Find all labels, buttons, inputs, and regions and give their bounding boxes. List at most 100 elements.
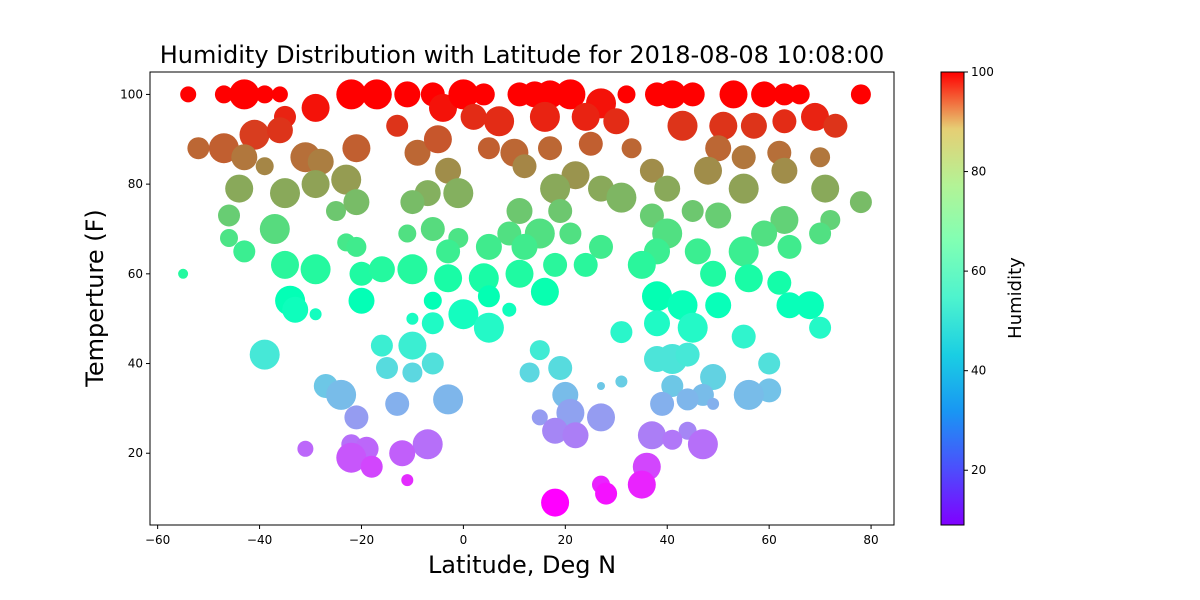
data-point (642, 281, 672, 312)
data-point (733, 379, 764, 410)
data-point (225, 174, 254, 203)
data-point (639, 203, 664, 228)
data-point (795, 291, 824, 320)
data-point (811, 174, 840, 203)
data-point (571, 102, 600, 131)
data-point (412, 429, 443, 460)
data-point (233, 240, 256, 263)
data-point (578, 131, 603, 156)
data-point (239, 119, 270, 150)
data-point (505, 259, 534, 288)
data-point (255, 85, 274, 104)
data-point (617, 85, 636, 104)
x-tick-label: −60 (145, 533, 170, 547)
data-point (187, 137, 210, 160)
data-point (231, 144, 258, 171)
data-point (406, 312, 419, 325)
x-axis-label: Latitude, Deg N (428, 551, 616, 579)
data-point (734, 264, 763, 293)
data-point (421, 352, 444, 375)
data-point (386, 114, 409, 137)
data-point (610, 321, 633, 344)
data-point (595, 482, 618, 505)
y-tick-label: 100 (120, 87, 143, 101)
data-point (477, 285, 500, 308)
data-point (562, 422, 589, 449)
data-point (346, 236, 367, 257)
data-point (361, 79, 392, 110)
data-point (801, 102, 829, 131)
data-point (667, 110, 698, 141)
x-tick-label: 60 (762, 533, 777, 547)
data-point (529, 101, 560, 132)
data-point (597, 382, 605, 390)
y-tick-label: 60 (128, 267, 143, 281)
data-point (249, 339, 280, 370)
data-point (709, 111, 738, 140)
colorbar-axis: 20 40 60 80 100 (964, 65, 994, 477)
data-point (271, 250, 299, 279)
data-point (270, 178, 300, 209)
plot-frame (149, 71, 895, 526)
data-point (684, 238, 711, 265)
data-point (529, 340, 550, 361)
colorbar-tick-label: 100 (971, 65, 994, 79)
y-tick-label: 20 (128, 446, 143, 460)
data-point (301, 170, 330, 199)
data-point (389, 440, 416, 467)
data-point (326, 379, 357, 410)
data-point (348, 287, 375, 314)
data-point (644, 310, 670, 337)
data-point (475, 233, 502, 260)
data-point (773, 83, 796, 106)
data-point (398, 331, 427, 360)
y-tick-label: 40 (128, 357, 143, 371)
data-point (681, 200, 704, 222)
data-point (370, 334, 393, 357)
data-point (823, 113, 848, 138)
data-point (343, 189, 370, 216)
data-point (404, 139, 431, 166)
data-point (770, 206, 799, 234)
data-point (662, 429, 683, 450)
data-point (423, 125, 452, 154)
data-point (297, 440, 314, 457)
scatter-points (178, 79, 872, 517)
data-point (448, 299, 479, 330)
data-point (477, 137, 500, 160)
data-point (719, 80, 748, 109)
data-point (543, 252, 568, 277)
colorbar-tick-label: 80 (971, 165, 986, 179)
data-point (809, 316, 832, 339)
data-point (331, 164, 362, 195)
x-tick-label: 80 (863, 533, 878, 547)
data-point (344, 405, 369, 430)
data-point (700, 260, 727, 287)
data-point (639, 158, 664, 183)
data-point (271, 86, 288, 103)
data-point (850, 84, 871, 105)
data-point (434, 264, 463, 293)
data-point (218, 204, 240, 227)
data-point (401, 474, 414, 487)
data-point (435, 157, 462, 184)
data-point (519, 362, 540, 383)
data-point (556, 398, 585, 427)
data-point (530, 277, 559, 306)
x-tick-label: 40 (660, 533, 675, 547)
data-point (336, 442, 367, 473)
data-point (506, 198, 533, 224)
data-point (538, 136, 562, 161)
y-axis-label: Temperture (F) (81, 209, 109, 387)
data-point (394, 81, 421, 108)
data-point (789, 84, 810, 105)
data-point (229, 79, 260, 110)
data-point (707, 397, 720, 410)
data-point (728, 173, 759, 204)
data-point (385, 391, 410, 416)
data-point (667, 290, 698, 321)
colorbar (940, 71, 965, 526)
data-point (397, 254, 428, 285)
data-point (589, 234, 613, 259)
data-point (705, 292, 732, 319)
